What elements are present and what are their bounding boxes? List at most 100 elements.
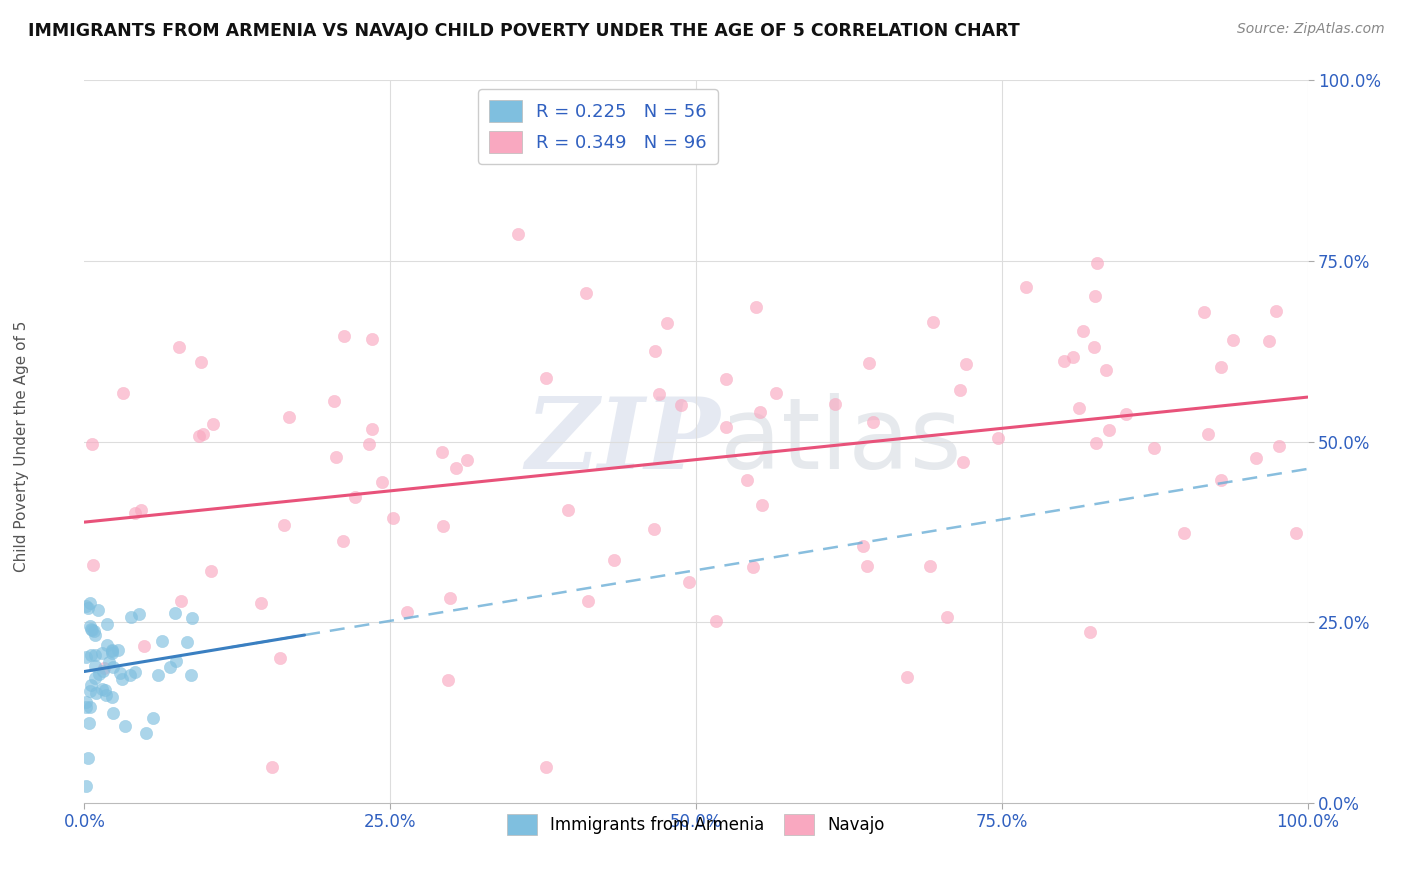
Point xyxy=(748,405,770,419)
Point xyxy=(79,596,101,610)
Point xyxy=(741,560,763,574)
Point xyxy=(1094,363,1116,377)
Point xyxy=(142,711,165,725)
Point xyxy=(80,648,103,663)
Point xyxy=(124,506,146,520)
Point xyxy=(96,688,118,702)
Point xyxy=(131,502,153,516)
Text: IMMIGRANTS FROM ARMENIA VS NAVAJO CHILD POVERTY UNDER THE AGE OF 5 CORRELATION C: IMMIGRANTS FROM ARMENIA VS NAVAJO CHILD … xyxy=(28,22,1019,40)
Point xyxy=(101,690,124,704)
Point xyxy=(1209,473,1232,487)
Point xyxy=(111,386,134,401)
Point xyxy=(249,596,271,610)
Point xyxy=(322,393,344,408)
Point xyxy=(90,681,112,696)
Point xyxy=(118,668,141,682)
Point xyxy=(508,227,530,241)
Point xyxy=(83,671,105,685)
Text: atlas: atlas xyxy=(720,393,962,490)
Point xyxy=(643,522,665,536)
Point xyxy=(716,420,738,434)
Point xyxy=(83,624,105,638)
Point xyxy=(91,664,114,678)
Point xyxy=(97,655,120,669)
Point xyxy=(165,606,187,620)
Point xyxy=(1244,451,1267,466)
Text: ZIP: ZIP xyxy=(526,393,720,490)
Point xyxy=(101,644,124,658)
Point xyxy=(79,618,101,632)
Point xyxy=(922,315,945,329)
Point xyxy=(949,383,972,397)
Point xyxy=(108,665,131,680)
Point xyxy=(1084,436,1107,450)
Point xyxy=(325,450,347,464)
Point xyxy=(714,372,737,386)
Point xyxy=(1083,341,1105,355)
Point xyxy=(111,673,134,687)
Point xyxy=(751,498,773,512)
Point xyxy=(333,329,356,343)
Point xyxy=(1222,333,1244,347)
Point xyxy=(534,760,557,774)
Point xyxy=(80,624,103,638)
Point xyxy=(856,559,879,574)
Point xyxy=(169,340,191,354)
Point xyxy=(332,533,354,548)
Point xyxy=(159,660,181,674)
Point xyxy=(96,617,118,632)
Point xyxy=(87,667,110,681)
Point xyxy=(103,706,125,720)
Point xyxy=(382,511,405,525)
Point xyxy=(77,600,100,615)
Point xyxy=(1098,423,1121,437)
Point xyxy=(176,634,198,648)
Point xyxy=(79,622,101,636)
Point xyxy=(260,760,283,774)
Point xyxy=(191,427,214,442)
Point xyxy=(124,665,146,680)
Point xyxy=(862,415,884,429)
Point xyxy=(678,574,700,589)
Point xyxy=(101,646,124,660)
Point xyxy=(134,639,156,653)
Point xyxy=(82,558,104,572)
Point xyxy=(278,410,301,425)
Point xyxy=(896,670,918,684)
Point xyxy=(439,591,461,605)
Point xyxy=(952,455,974,469)
Point xyxy=(858,356,880,370)
Legend: Immigrants from Armenia, Navajo: Immigrants from Armenia, Navajo xyxy=(501,808,891,841)
Point xyxy=(180,667,202,681)
Point xyxy=(190,355,212,369)
Point xyxy=(987,431,1010,445)
Point xyxy=(1071,324,1094,338)
Point xyxy=(644,343,666,358)
Point xyxy=(165,654,187,668)
Point xyxy=(1209,359,1232,374)
Point xyxy=(75,599,97,613)
Point xyxy=(557,503,579,517)
Point xyxy=(96,638,118,652)
Point xyxy=(76,751,98,765)
Point xyxy=(107,642,129,657)
Point xyxy=(101,659,124,673)
Point xyxy=(75,695,97,709)
Point xyxy=(918,558,941,573)
Point xyxy=(1085,256,1108,270)
Point xyxy=(84,628,107,642)
Point xyxy=(704,615,727,629)
Point xyxy=(1053,354,1076,368)
Point xyxy=(79,700,101,714)
Point xyxy=(955,358,977,372)
Point xyxy=(603,553,626,567)
Point xyxy=(87,603,110,617)
Text: Child Poverty Under the Age of 5: Child Poverty Under the Age of 5 xyxy=(14,320,30,572)
Point xyxy=(273,518,295,533)
Point xyxy=(432,519,454,533)
Point xyxy=(444,461,467,475)
Point xyxy=(150,633,173,648)
Point xyxy=(1062,350,1084,364)
Point xyxy=(202,417,225,431)
Point xyxy=(84,648,107,663)
